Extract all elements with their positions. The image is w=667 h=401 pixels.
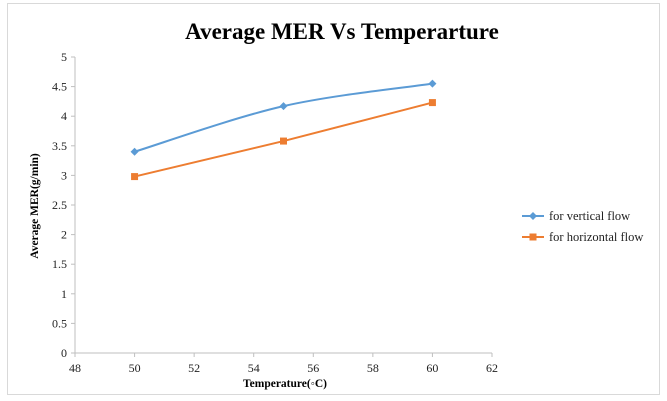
legend-item: for horizontal flow — [522, 230, 643, 244]
x-tick-label: 62 — [486, 361, 498, 375]
y-tick-label: 3 — [61, 168, 67, 182]
legend-label: for horizontal flow — [549, 230, 643, 244]
x-tick-label: 54 — [248, 361, 260, 375]
y-tick-label: 1.5 — [52, 257, 67, 271]
axes: 0 0.5 1 1.5 2 2.5 3 3.5 4 4.5 5 48 50 52 54 56 58 60 62 — [52, 50, 498, 375]
data-point — [279, 102, 288, 111]
y-tick-label: 1 — [61, 287, 67, 301]
legend-marker — [529, 212, 537, 220]
legend-label: for vertical flow — [549, 209, 630, 223]
x-tick-label: 58 — [367, 361, 379, 375]
y-tick-label: 4 — [61, 109, 67, 123]
x-tick-label: 52 — [188, 361, 200, 375]
y-tick-label: 3.5 — [52, 139, 67, 153]
data-point — [428, 79, 437, 88]
x-tick-label: 60 — [426, 361, 438, 375]
data-point — [130, 147, 139, 156]
y-tick-label: 0 — [61, 346, 67, 360]
series-vertical-flow — [130, 79, 437, 156]
data-point — [280, 137, 287, 145]
y-tick-label: 5 — [61, 50, 67, 64]
x-tick-label: 56 — [307, 361, 319, 375]
data-point — [428, 99, 436, 107]
y-tick-label: 2.5 — [52, 198, 67, 212]
x-axis-title: Temperature(◦C) — [243, 378, 327, 390]
y-tick-label: 4.5 — [52, 80, 67, 94]
chart-frame — [7, 3, 660, 395]
y-tick-label: 2 — [61, 228, 67, 242]
legend-item: for vertical flow — [522, 209, 630, 223]
series-layer — [130, 79, 437, 181]
y-tick-label: 0.5 — [52, 316, 67, 330]
x-tick-label: 50 — [129, 361, 141, 375]
legend: for vertical flow for horizontal flow — [522, 209, 643, 244]
y-axis-title: Average MER(g/min) — [29, 153, 41, 259]
series-horizontal-flow — [131, 99, 436, 181]
x-tick-label: 48 — [69, 361, 81, 375]
chart-title: Average MER Vs Temperarture — [185, 19, 499, 44]
legend-marker — [529, 233, 537, 241]
data-point — [131, 173, 139, 181]
